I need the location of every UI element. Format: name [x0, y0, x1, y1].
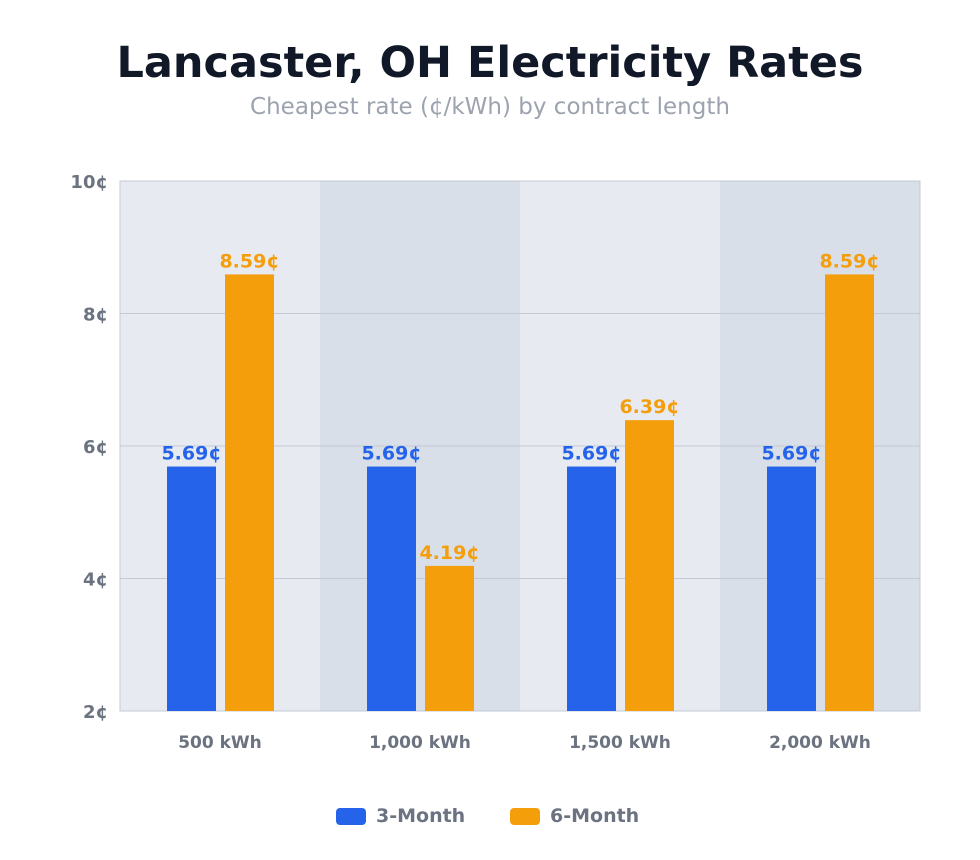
data-label: 5.69¢ [761, 443, 821, 465]
data-label: 5.69¢ [161, 443, 221, 465]
y-tick-label: 4¢ [83, 570, 108, 591]
legend-swatch [510, 807, 540, 825]
bar-6-month [625, 420, 674, 711]
y-tick-label: 10¢ [70, 172, 108, 193]
x-tick-label: 500 kWh [178, 733, 262, 753]
data-label: 5.69¢ [561, 443, 621, 465]
data-label: 4.19¢ [419, 542, 479, 564]
bar-3-month [367, 466, 416, 711]
bar-3-month [567, 466, 616, 711]
data-label: 8.59¢ [219, 250, 279, 272]
y-tick-label: 8¢ [83, 305, 108, 326]
x-tick-label: 1,000 kWh [369, 733, 471, 753]
legend-item-6-month: 6-Month [510, 805, 639, 827]
bar-3-month [167, 466, 216, 711]
x-tick-label: 2,000 kWh [769, 733, 871, 753]
y-tick-label: 6¢ [83, 437, 108, 458]
bar-3-month [767, 466, 816, 711]
chart-title: Lancaster, OH Electricity Rates [116, 38, 864, 88]
data-label: 8.59¢ [819, 250, 879, 272]
data-label: 6.39¢ [619, 396, 679, 418]
bar-6-month [425, 565, 474, 711]
legend-label: 6-Month [550, 805, 640, 827]
plot-border [119, 180, 921, 712]
chart-subtitle: Cheapest rate (¢/kWh) by contract length [250, 94, 730, 120]
legend-swatch [336, 807, 366, 825]
legend-item-3-month: 3-Month [336, 805, 465, 827]
bar-6-month [225, 274, 274, 711]
data-label: 5.69¢ [361, 443, 421, 465]
x-tick-label: 1,500 kWh [569, 733, 671, 753]
bar-6-month [825, 274, 874, 711]
legend-label: 3-Month [376, 805, 466, 827]
y-tick-label: 2¢ [83, 702, 108, 723]
